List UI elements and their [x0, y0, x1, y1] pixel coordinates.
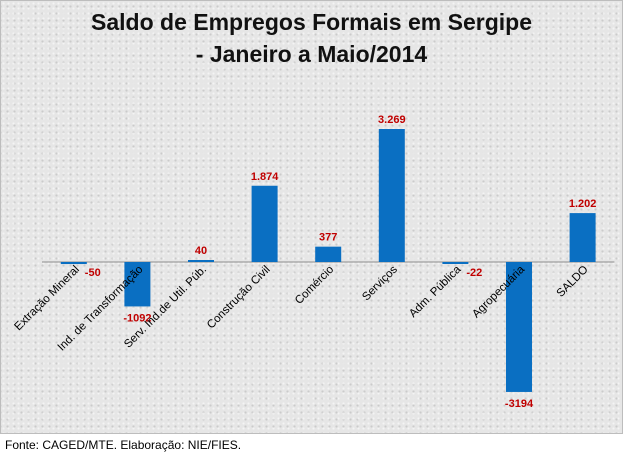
category-label-8: SALDO: [555, 264, 591, 300]
source-note: Fonte: CAGED/MTE. Elaboração: NIE/FIES.: [5, 438, 242, 452]
data-label-0: -50: [85, 267, 101, 279]
bar-5: [378, 129, 405, 262]
bar-6: [442, 262, 469, 264]
bar-3: [251, 185, 278, 262]
data-label-3: 1.874: [251, 171, 279, 183]
chart-subtitle: - Janeiro a Maio/2014: [195, 41, 428, 67]
bar-8: [569, 213, 596, 262]
category-label-5: Serviços: [360, 263, 400, 303]
category-label-0: Extração Mineral: [12, 264, 82, 334]
bar-0: [60, 262, 87, 265]
data-label-4: 377: [319, 232, 337, 244]
bar-7: [506, 262, 532, 392]
data-label-2: 40: [195, 245, 207, 257]
chart-title: Saldo de Empregos Formais em Sergipe: [91, 9, 532, 35]
data-label-1: -1092: [123, 312, 151, 324]
category-label-4: Comércio: [293, 264, 336, 307]
data-label-8: 1.202: [569, 198, 597, 210]
bar-4: [315, 246, 342, 262]
data-label-5: 3.269: [378, 114, 406, 126]
data-label-6: -22: [466, 267, 482, 279]
category-label-6: Adm. Pública: [407, 263, 464, 320]
data-label-7: -3194: [505, 398, 534, 410]
chart-frame: Saldo de Empregos Formais em Sergipe - J…: [0, 0, 623, 434]
bar-1: [124, 262, 151, 307]
category-label-3: Construção Civil: [205, 264, 273, 332]
bar-2: [188, 260, 214, 262]
